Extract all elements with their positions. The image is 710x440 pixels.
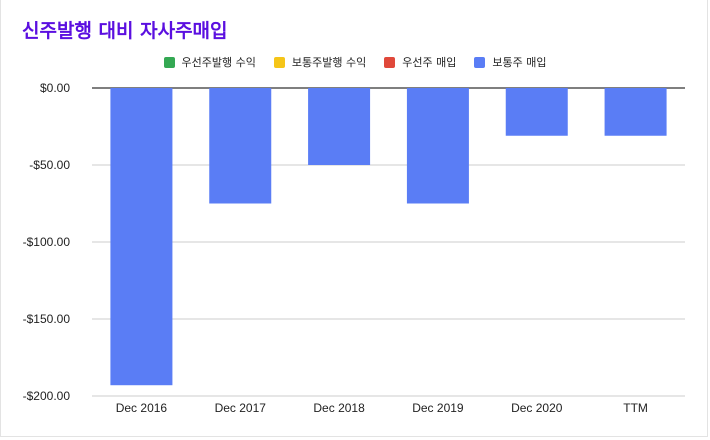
y-tick-label: $0.00 bbox=[40, 81, 70, 95]
y-tick-label: -$50.00 bbox=[29, 158, 70, 172]
x-tick-label: Dec 2018 bbox=[313, 401, 365, 415]
legend-item-preferred-issuance[interactable]: 우선주발행 수익 bbox=[163, 54, 256, 70]
legend-swatch-common-buyback bbox=[474, 56, 486, 68]
legend-swatch-common-issuance bbox=[273, 56, 285, 68]
bar-dec-2017[interactable] bbox=[209, 88, 272, 204]
chart-legend: 우선주발행 수익 보통주발행 수익 우선주 매입 보통주 매입 bbox=[0, 54, 710, 70]
y-tick-label: -$100.00 bbox=[23, 235, 71, 249]
bar-dec-2019[interactable] bbox=[406, 88, 469, 204]
legend-label-preferred-issuance: 우선주발행 수익 bbox=[181, 56, 256, 69]
legend-label-common-buyback: 보통주 매입 bbox=[492, 56, 547, 69]
legend-swatch-preferred-buyback bbox=[384, 56, 396, 68]
x-tick-label: Dec 2020 bbox=[511, 401, 563, 415]
legend-item-common-buyback[interactable]: 보통주 매입 bbox=[474, 54, 546, 70]
y-tick-label: -$200.00 bbox=[23, 389, 71, 403]
bar-ttm[interactable] bbox=[604, 88, 667, 136]
bar-dec-2020[interactable] bbox=[505, 88, 568, 136]
bar-dec-2016[interactable] bbox=[110, 88, 173, 386]
legend-label-common-issuance: 보통주발행 수익 bbox=[291, 56, 367, 69]
y-tick-label: -$150.00 bbox=[23, 312, 71, 326]
x-tick-label: Dec 2017 bbox=[215, 401, 267, 415]
legend-swatch-preferred-issuance bbox=[163, 56, 175, 68]
x-tick-label: Dec 2016 bbox=[116, 401, 168, 415]
legend-item-preferred-buyback[interactable]: 우선주 매입 bbox=[384, 54, 456, 70]
chart-title: 신주발행 대비 자사주매입 bbox=[22, 20, 228, 42]
x-tick-label: Dec 2019 bbox=[412, 401, 464, 415]
x-tick-label: TTM bbox=[623, 401, 648, 415]
legend-item-common-issuance[interactable]: 보통주발행 수익 bbox=[273, 54, 367, 70]
legend-label-preferred-buyback: 우선주 매입 bbox=[402, 56, 457, 69]
bar-dec-2018[interactable] bbox=[308, 88, 371, 165]
